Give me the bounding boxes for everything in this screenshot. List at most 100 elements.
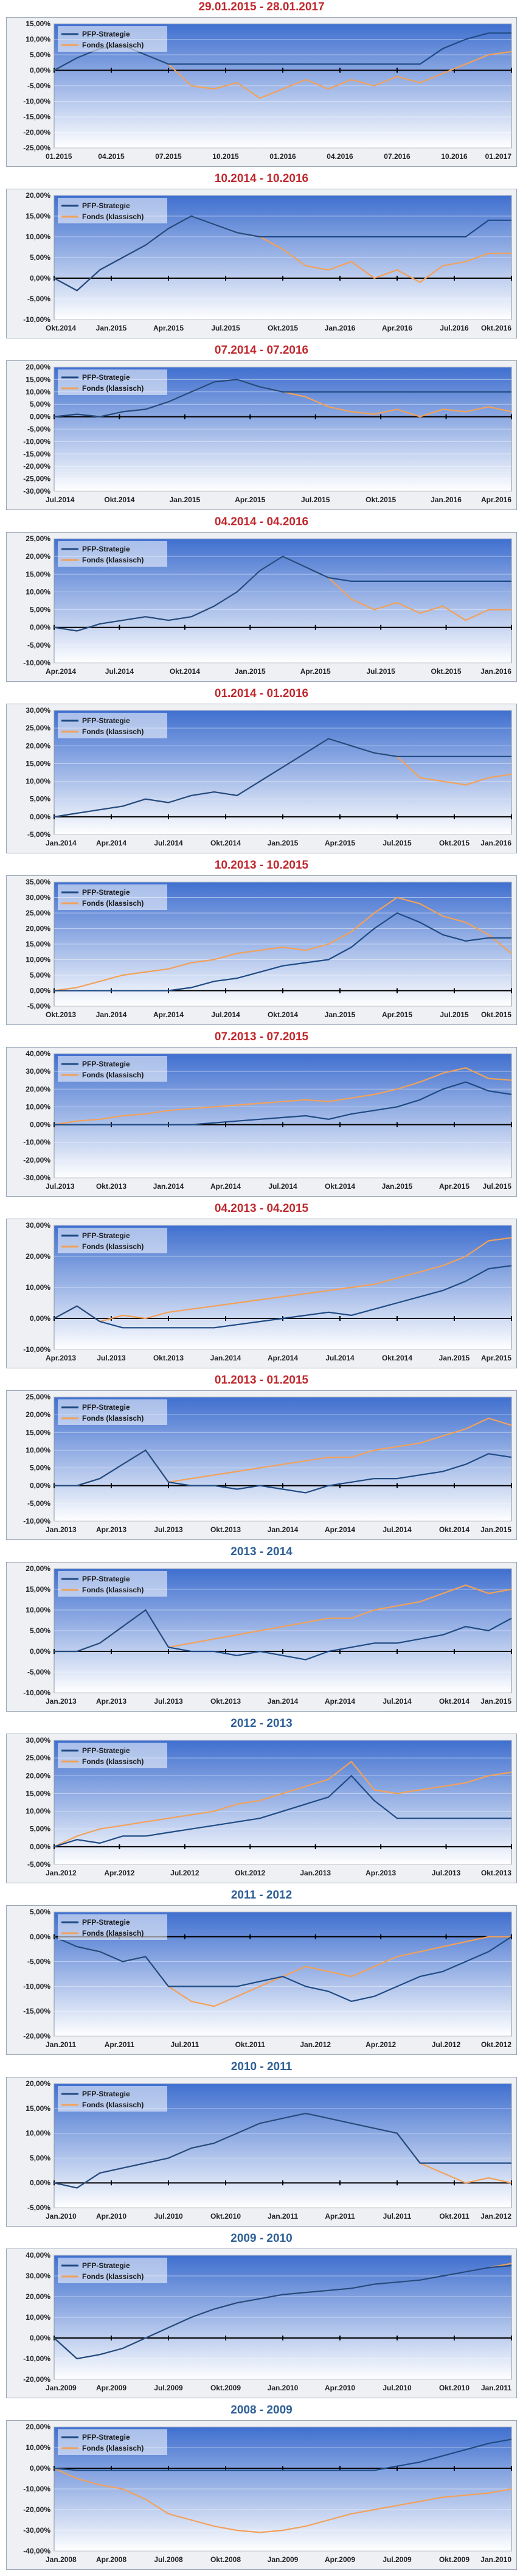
x-tick-label: Okt.2010 [439,2384,469,2392]
series-line-pfp-strategie [54,2112,511,2189]
legend: PFP-Strategie Fonds (klassisch) [58,713,167,738]
x-tick-label: Apr.2014 [153,1010,184,1019]
x-tick-label: Jul.2015 [366,667,395,676]
x-tick-label: Jan.2014 [46,839,77,847]
y-tick-label: 0,00% [30,413,50,421]
x-tick-label: Jan.2008 [46,2555,77,2564]
series-line-fonds-klassisch [54,1067,512,1125]
y-tick-label: 5,00% [30,1464,50,1472]
chart-title: 2011 - 2012 [230,1889,293,1902]
x-tick-label: Jul.2013 [97,1354,126,1362]
legend-label: Fonds (klassisch) [82,2444,144,2452]
legend-label: PFP-Strategie [82,1918,130,1927]
y-tick-label: 15,00% [26,1585,50,1594]
chart-frame: 5,00% 0,00% -5,00% -10,00% -15,00% -20,00% Jan… [6,1905,517,2055]
y-tick-label: 20,00% [26,925,50,933]
legend: PFP-Strategie Fonds (klassisch) [58,1743,167,1768]
y-tick-label: -25,00% [23,475,50,483]
x-tick-label: 10.2015 [212,152,239,161]
legend-label: PFP-Strategie [82,716,130,725]
y-tick-label: 15,00% [26,212,50,220]
x-tick-label: Apr.2014 [96,839,126,847]
x-tick-label: Jan.2015 [480,1697,511,1706]
x-tick-label: Jan.2016 [480,667,511,676]
x-tick-label: 01.2017 [485,152,512,161]
legend-label: PFP-Strategie [82,2433,130,2441]
x-tick-label: Okt.2015 [439,839,469,847]
x-tick-label: Okt.2009 [439,2555,469,2564]
y-tick-label: 0,00% [30,2334,50,2342]
line-chart: 30,00% 25,00% 20,00% 15,00% 10,00% 5,00% 0,00%… [26,1736,512,1877]
line-chart: 30,00% 20,00% 10,00% 0,00% -10,00%Apr.2013 Ju… [23,1221,512,1362]
chart-title: 04.2013 - 04.2015 [214,1202,309,1215]
series-line-pfp-strategie [54,2264,512,2360]
x-tick-label: Jan.2014 [96,1010,127,1019]
y-tick-label: 5,00% [30,253,50,262]
x-tick-label: Apr.2010 [325,2384,355,2392]
legend-label: Fonds (klassisch) [82,2272,144,2281]
legend-box [58,2429,167,2455]
y-tick-label: 30,00% [26,1736,50,1745]
legend-box [58,2086,167,2112]
y-tick-label: 30,00% [26,1067,50,1076]
chart-frame: 30,00% 25,00% 20,00% 15,00% 10,00% 5,00% 0,00%… [6,1734,517,1883]
y-tick-label: -20,00% [23,1156,50,1164]
x-tick-label: Okt.2013 [46,1010,76,1019]
x-tick-label: Jul.2014 [154,839,183,847]
y-tick-label: 10,00% [26,2313,50,2322]
series-line-pfp-strategie [54,1609,512,1661]
x-tick-label: Jul.2013 [154,1525,183,1534]
x-tick-label: Apr.2014 [46,667,76,676]
chart-panel: 10.2013 - 10.2015 35,00% 30,00% 25,00% 20,00… [0,858,523,1030]
x-tick-label: Jan.2015 [169,495,200,504]
line-chart: 30,00% 25,00% 20,00% 15,00% 10,00% 5,00% 0,00%… [26,706,512,847]
x-tick-label: Okt.2013 [481,1869,511,1877]
y-tick-label: 10,00% [26,2129,50,2138]
y-tick-label: 0,00% [30,1647,50,1656]
legend-box [58,541,167,567]
y-tick-label: -10,00% [23,2485,50,2493]
y-tick-label: -40,00% [23,2547,50,2555]
legend-box [58,1399,167,1425]
x-tick-label: Okt.2011 [235,2040,266,2049]
x-tick-label: Jul.2015 [211,324,240,332]
chart-title: 10.2014 - 10.2016 [214,172,309,185]
series-line-pfp-strategie [54,2438,512,2471]
x-tick-label: Apr.2010 [96,2212,126,2221]
y-tick-label: 20,00% [26,1252,50,1261]
chart-panel: 10.2014 - 10.2016 20,00% 15,00% 10,00% 5,00%… [0,172,523,343]
y-tick-label: 30,00% [26,894,50,902]
y-tick-label: 20,00% [26,741,50,750]
y-tick-label: -20,00% [23,2032,50,2040]
x-tick-label: Jul.2016 [440,324,469,332]
x-tick-label: Apr.2013 [365,1869,396,1877]
y-tick-label: -5,00% [27,1668,50,1676]
x-tick-label: Jan.2015 [382,1182,413,1191]
x-tick-label: Apr.2014 [210,1182,241,1191]
series-line-pfp-strategie [54,215,511,292]
line-chart: 20,00%15,00%10,00%5,00%0,00%-5,00%Jan.20… [26,2079,512,2221]
line-chart: 20,00% 15,00% 10,00% 5,00% 0,00% -5,00% -10,00… [23,1564,512,1706]
x-tick-label: Okt.2015 [431,667,462,676]
line-chart: 35,00% 30,00% 25,00% 20,00% 15,00% 10,00% 5,00… [26,878,512,1019]
chart-title: 2009 - 2010 [230,2232,293,2245]
x-tick-label: Jan.2014 [153,1182,184,1191]
legend-box [58,26,167,52]
y-tick-label: 10,00% [26,587,50,596]
x-tick-label: Jul.2011 [383,2212,412,2221]
x-tick-label: Okt.2013 [96,1182,126,1191]
y-tick-label: 0,00% [30,1121,50,1129]
chart-frame: 30,00% 20,00% 10,00% 0,00% -10,00% Apr.2013 Ju… [6,1219,517,1368]
legend-label: PFP-Strategie [82,30,130,38]
x-tick-label: Apr.2014 [325,1697,355,1706]
x-tick-label: 04.2016 [327,152,353,161]
chart-panel: 01.2013 - 01.2015 25,00% 20,00% 15,00% 10,00… [0,1373,523,1545]
y-tick-label: -5,00% [27,1958,50,1966]
y-tick-label: -10,00% [23,2354,50,2363]
chart-title: 01.2014 - 01.2016 [214,687,309,700]
y-tick-label: -20,00% [23,462,50,471]
x-tick-label: Jul.2014 [325,1354,355,1362]
chart-panel: 01.2014 - 01.2016 30,00% 25,00% 20,00% 15,00… [0,687,523,858]
x-tick-label: Apr.2009 [96,2384,126,2392]
